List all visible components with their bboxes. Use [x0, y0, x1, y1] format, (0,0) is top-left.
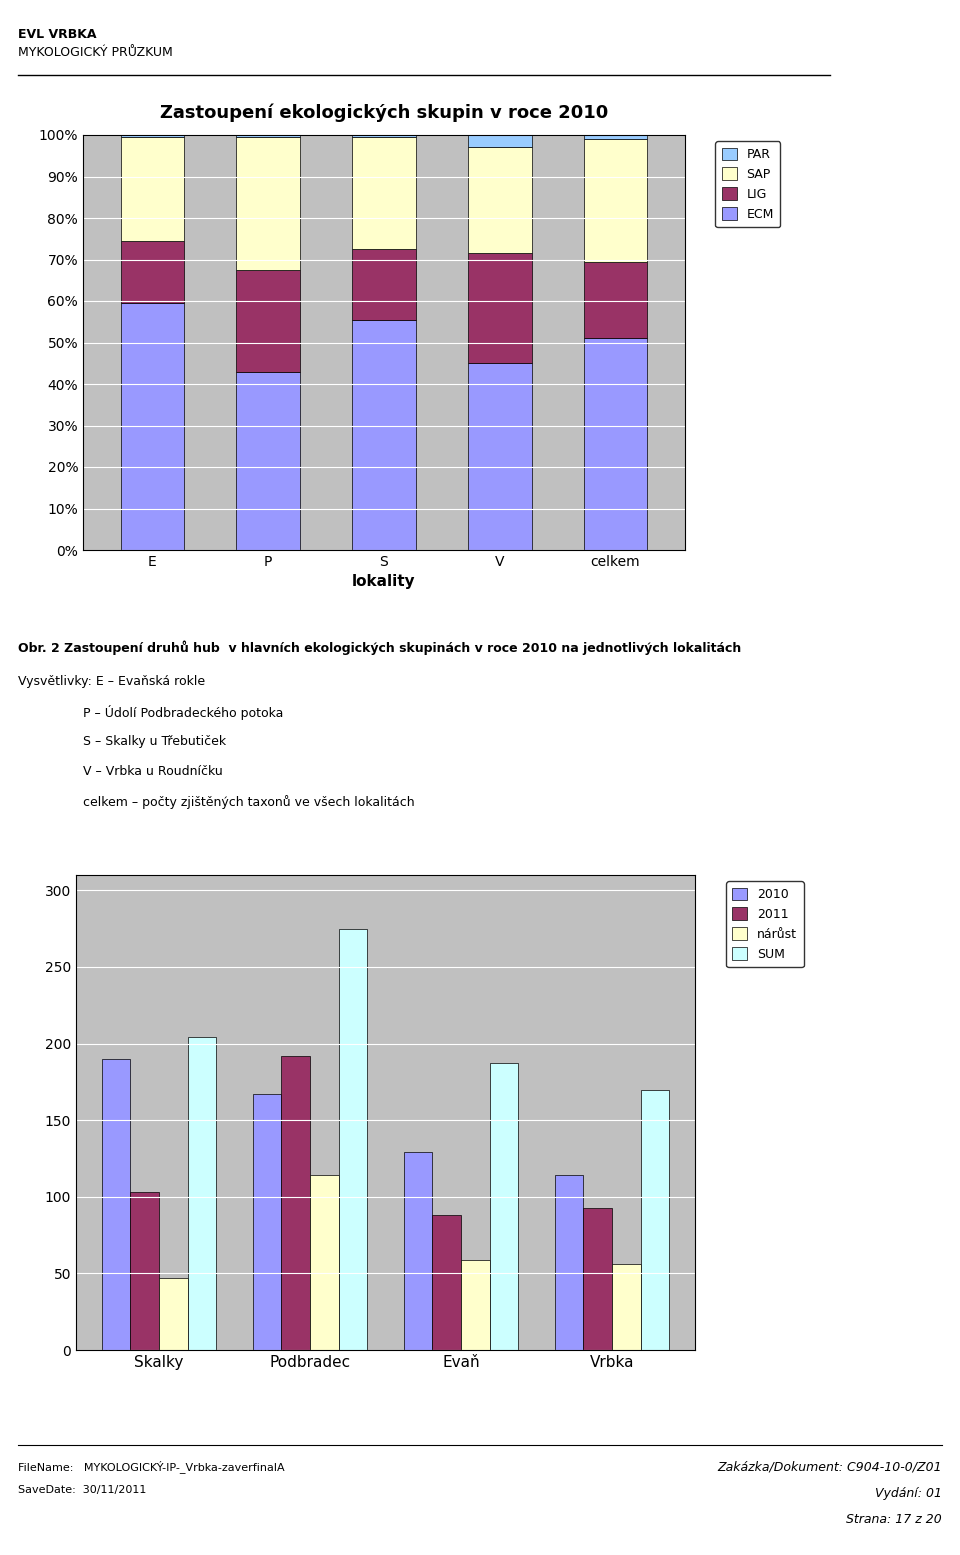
Bar — [555, 1176, 584, 1350]
Bar — [640, 1090, 669, 1350]
Bar — [432, 1214, 461, 1350]
Text: S – Skalky u Třebutiček: S – Skalky u Třebutiček — [83, 736, 227, 748]
Bar — [236, 137, 300, 271]
Bar — [584, 138, 647, 261]
Bar — [584, 339, 647, 550]
Text: EVL VRBKA: EVL VRBKA — [18, 28, 97, 40]
Bar — [468, 253, 532, 364]
Bar — [236, 372, 300, 550]
Bar — [468, 364, 532, 550]
Bar — [236, 271, 300, 372]
Legend: 2010, 2011, nárůst, SUM: 2010, 2011, nárůst, SUM — [726, 882, 804, 967]
Bar — [352, 249, 416, 320]
Text: P – Údolí Podbradeckého potoka: P – Údolí Podbradeckého potoka — [83, 704, 283, 720]
Bar — [102, 1059, 131, 1350]
Text: Vysvětlivky: E – Evaňská rokle: Vysvětlivky: E – Evaňská rokle — [18, 675, 205, 687]
Text: Strana: 17 z 20: Strana: 17 z 20 — [847, 1513, 942, 1525]
Legend: PAR, SAP, LIG, ECM: PAR, SAP, LIG, ECM — [715, 142, 780, 227]
Text: FileName:   MYKOLOGICKÝ-IP-_Vrbka-zaverfinalA: FileName: MYKOLOGICKÝ-IP-_Vrbka-zaverfin… — [18, 1460, 284, 1473]
Title: Zastoupení ekologických skupin v roce 2010: Zastoupení ekologických skupin v roce 20… — [160, 104, 608, 123]
Bar — [121, 303, 184, 550]
Text: Vydání: 01: Vydání: 01 — [875, 1487, 942, 1501]
Text: SaveDate:  30/11/2011: SaveDate: 30/11/2011 — [18, 1485, 146, 1494]
Bar — [468, 148, 532, 253]
Bar — [612, 1264, 640, 1350]
Text: V – Vrbka u Roudníčku: V – Vrbka u Roudníčku — [83, 765, 223, 778]
Bar — [352, 137, 416, 249]
Bar — [236, 135, 300, 137]
Bar — [159, 1278, 188, 1350]
Text: MYKOLOGICKÝ PRŮZKUM: MYKOLOGICKÝ PRŮZKUM — [18, 47, 173, 59]
Bar — [188, 1037, 216, 1350]
Bar — [584, 1208, 612, 1350]
Bar — [310, 1176, 339, 1350]
Bar — [121, 135, 184, 137]
Bar — [281, 1056, 310, 1350]
Bar — [352, 320, 416, 550]
Bar — [339, 928, 368, 1350]
Text: Obr. 2 Zastoupení druhů hub  v hlavních ekologických skupinách v roce 2010 na je: Obr. 2 Zastoupení druhů hub v hlavních e… — [18, 641, 741, 655]
Bar — [252, 1095, 281, 1350]
Bar — [352, 135, 416, 137]
Text: Zakázka/Dokument: C904-10-0/Z01: Zakázka/Dokument: C904-10-0/Z01 — [717, 1460, 942, 1473]
Bar — [131, 1193, 159, 1350]
Bar — [461, 1260, 490, 1350]
Bar — [121, 137, 184, 241]
Bar — [584, 261, 647, 339]
Bar — [403, 1152, 432, 1350]
Bar — [490, 1064, 518, 1350]
Text: celkem – počty zjištěných taxonů ve všech lokalitách: celkem – počty zjištěných taxonů ve všec… — [83, 795, 415, 809]
Bar — [584, 135, 647, 138]
Bar — [121, 241, 184, 303]
Bar — [468, 135, 532, 148]
X-axis label: lokality: lokality — [352, 574, 416, 589]
